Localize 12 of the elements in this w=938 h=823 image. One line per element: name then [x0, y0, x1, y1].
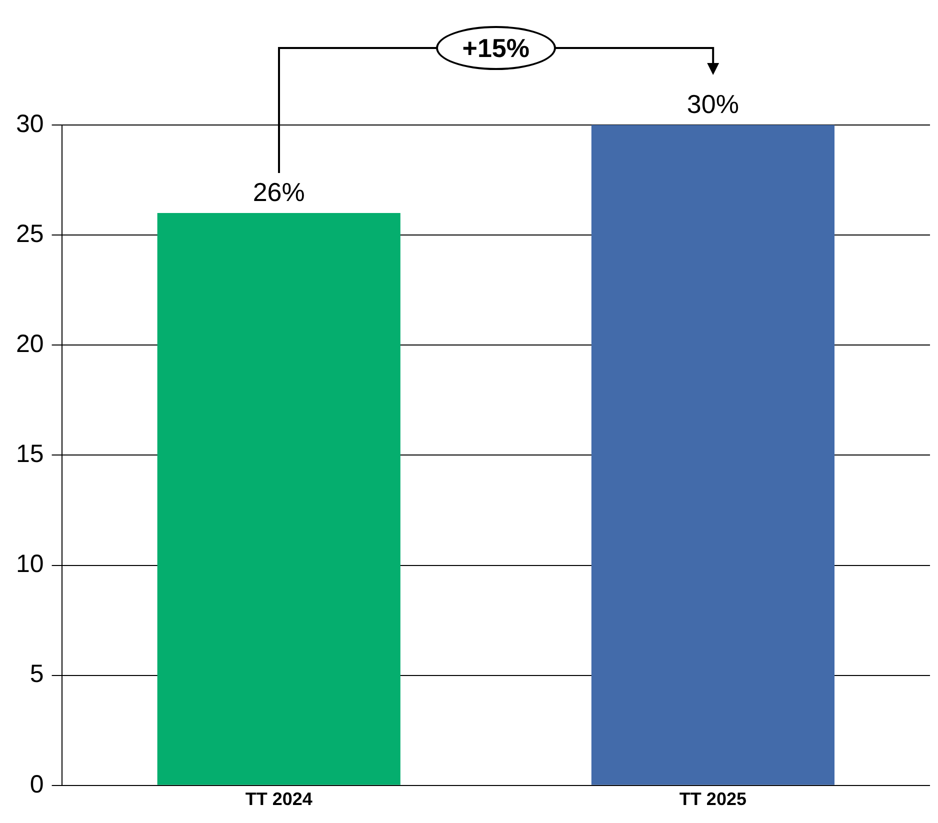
text: +15% [436, 26, 556, 70]
y-tick-label: 20 [16, 330, 44, 358]
y-tick-label: 15 [16, 440, 44, 468]
y-tick-label: 0 [30, 770, 44, 798]
x-tick-label: TT 2025 [679, 789, 746, 810]
data-label: 26% [252, 177, 305, 208]
y-tick-label: 25 [16, 220, 44, 248]
y-tick-label: 30 [16, 110, 44, 138]
y-tick-label: 10 [16, 550, 44, 578]
y-tick-label: 5 [30, 660, 44, 688]
data-label: 30% [686, 89, 739, 120]
x-tick-label: TT 2024 [245, 789, 312, 810]
